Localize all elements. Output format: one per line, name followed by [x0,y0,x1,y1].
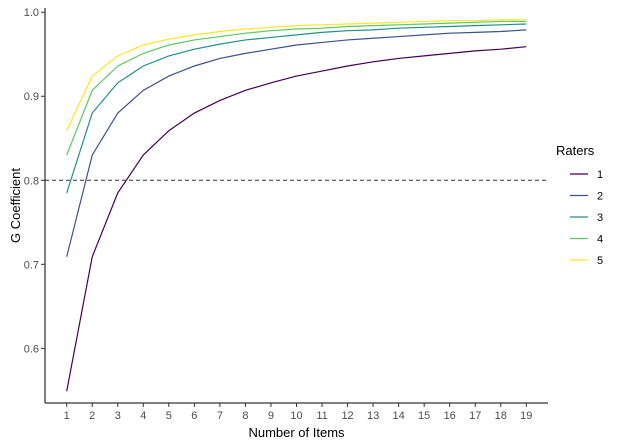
series-layer [66,19,527,392]
x-tick-label: 5 [166,410,172,422]
legend-title: Raters [556,143,595,158]
x-tick-label: 16 [444,410,456,422]
x-tick-label: 10 [290,410,302,422]
legend-label-raters-3: 3 [597,212,603,224]
x-tick-label: 19 [520,410,532,422]
x-tick-label: 12 [341,410,353,422]
x-tick-label: 9 [268,410,274,422]
legend: 1 2 3 4 5 [570,169,603,267]
y-axis-title: G Coefficient [8,168,23,243]
x-tick-label: 7 [217,410,223,422]
legend-label-raters-4: 4 [597,234,603,246]
x-tick-label: 6 [191,410,197,422]
axis-layer: 0.60.70.80.91.01 2 3 4 5 6 7 8 9 10 11 12 13 14 15 16 17… [24,7,548,422]
legend-label-raters-5: 5 [597,255,603,267]
legend-label-raters-2: 2 [597,191,603,203]
x-tick-label: 1 [64,410,70,422]
y-tick-label: 1.0 [24,7,39,19]
series-line-raters-4 [66,20,527,156]
y-tick-label: 0.7 [24,259,39,271]
x-tick-label: 11 [316,410,327,422]
legend-label-raters-1: 1 [597,169,603,181]
series-line-raters-5 [66,19,527,131]
x-tick-label: 13 [367,410,379,422]
x-tick-label: 15 [418,410,430,422]
series-line-raters-3 [66,23,527,194]
x-tick-label: 18 [495,410,507,422]
x-tick-label: 3 [115,410,121,422]
y-tick-label: 0.6 [24,343,39,355]
series-line-raters-2 [66,29,527,257]
x-axis-title: Number of Items [248,425,345,440]
y-tick-label: 0.9 [24,91,39,103]
x-tick-label: 4 [140,410,146,422]
x-tick-label: 8 [242,410,248,422]
series-line-raters-1 [66,46,527,392]
x-tick-label: 2 [89,410,95,422]
y-tick-label: 0.8 [24,175,39,187]
x-tick-label: 14 [393,410,405,422]
x-tick-label: 17 [469,410,481,422]
